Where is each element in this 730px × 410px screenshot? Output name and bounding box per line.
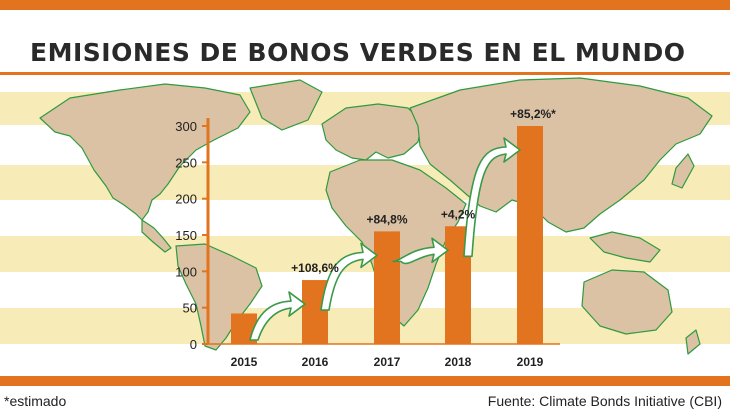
growth-arrow — [392, 237, 449, 265]
y-tick-label: 250 — [175, 155, 197, 170]
bar — [374, 231, 400, 344]
y-tick-label: 100 — [175, 264, 197, 279]
y-tick-label: 300 — [175, 119, 197, 134]
x-tick-label: 2019 — [517, 355, 544, 369]
bar-annotation: +84,8% — [366, 212, 407, 226]
bar-annotation: +108,6% — [291, 261, 339, 275]
bottom-accent-bar — [0, 376, 730, 386]
south-america — [175, 243, 263, 351]
growth-arrows — [249, 137, 521, 341]
y-tick-label: 150 — [175, 228, 197, 243]
chart-area: 0 50 100 150 200 250 300 +108,6% +84,8% +4,2% +85… — [0, 77, 730, 369]
x-tick-label: 2018 — [445, 355, 472, 369]
top-accent-bar — [0, 0, 730, 10]
new-zealand — [685, 329, 701, 355]
footnote: *estimado — [4, 393, 67, 409]
asia — [409, 77, 713, 233]
chart-title: EMISIONES DE BONOS VERDES EN EL MUNDO — [30, 38, 686, 67]
x-tick-label: 2017 — [374, 355, 401, 369]
x-tick-label: 2015 — [231, 355, 258, 369]
x-tick-label: 2016 — [302, 355, 329, 369]
australia — [581, 269, 673, 335]
central-america — [141, 219, 172, 253]
y-tick-label: 200 — [175, 192, 197, 207]
southeast-asia — [589, 231, 661, 263]
bar-annotation: +85,2%* — [510, 107, 556, 121]
y-tick-label: 0 — [190, 337, 197, 352]
growth-arrow — [463, 137, 521, 258]
north-america — [39, 83, 251, 221]
y-tick-label: 50 — [183, 301, 197, 316]
bar-series — [231, 126, 543, 344]
source-credit: Fuente: Climate Bonds Initiative (CBI) — [487, 393, 722, 409]
bar-annotations: +108,6% +84,8% +4,2% +85,2%* — [291, 107, 556, 275]
japan — [671, 153, 695, 189]
bar-annotation: +4,2% — [441, 207, 476, 221]
world-map — [39, 77, 713, 355]
europe — [321, 103, 423, 161]
bar — [302, 280, 328, 344]
x-axis-labels: 2015 2016 2017 2018 2019 — [231, 355, 544, 369]
growth-arrow — [320, 242, 378, 311]
bar — [517, 126, 543, 344]
greenland — [249, 79, 323, 131]
title-rule — [0, 72, 730, 75]
growth-arrow — [249, 291, 306, 341]
